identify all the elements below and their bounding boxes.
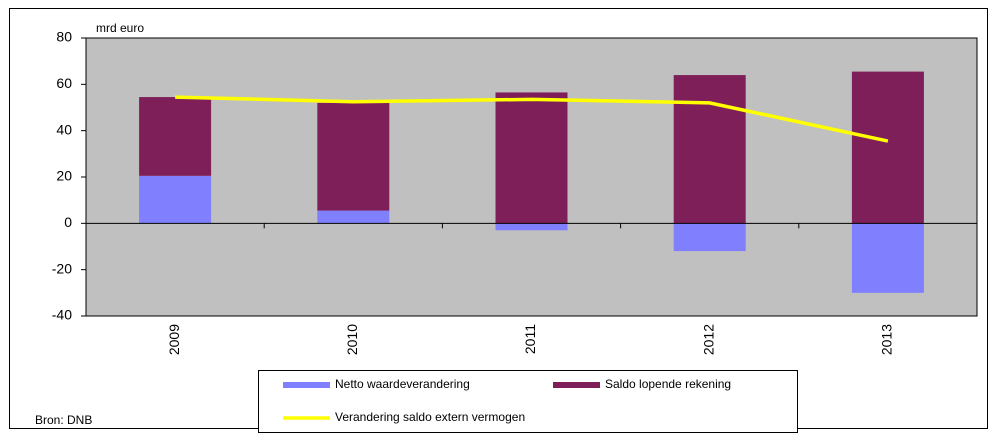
y-tick-label: -40 [52,307,72,323]
y-tick-label: 20 [56,168,72,184]
bar [495,223,568,231]
x-tick-label: 2010 [344,324,360,355]
legend [258,370,798,433]
bar [495,92,568,224]
x-tick-label: 2011 [522,324,538,354]
y-tick-label: 0 [64,214,72,230]
x-tick-label: 2009 [166,324,182,355]
bar [139,175,212,224]
bar [851,71,924,224]
y-tick-label: 60 [56,75,72,91]
x-tick-label: 2012 [700,324,716,355]
bar [317,210,390,224]
legend-label: Verandering saldo extern vermogen [335,410,525,424]
y-tick-label: 40 [56,121,72,137]
legend-swatch [283,382,330,388]
plot-area [85,37,978,317]
bar [139,97,212,176]
legend-label: Netto waardeverandering [335,377,470,391]
x-tick-label: 2013 [879,324,895,355]
bar [317,102,390,211]
legend-label: Saldo lopende rekening [605,377,731,391]
line [175,95,889,143]
legend-swatch [553,382,600,388]
y-axis-unit: mrd euro [96,21,144,35]
bar [673,223,746,252]
source: Bron: DNB [35,413,92,427]
bar [851,223,924,293]
bar [673,75,746,224]
y-tick-label: 80 [56,29,72,45]
y-tick-label: -20 [52,260,72,276]
